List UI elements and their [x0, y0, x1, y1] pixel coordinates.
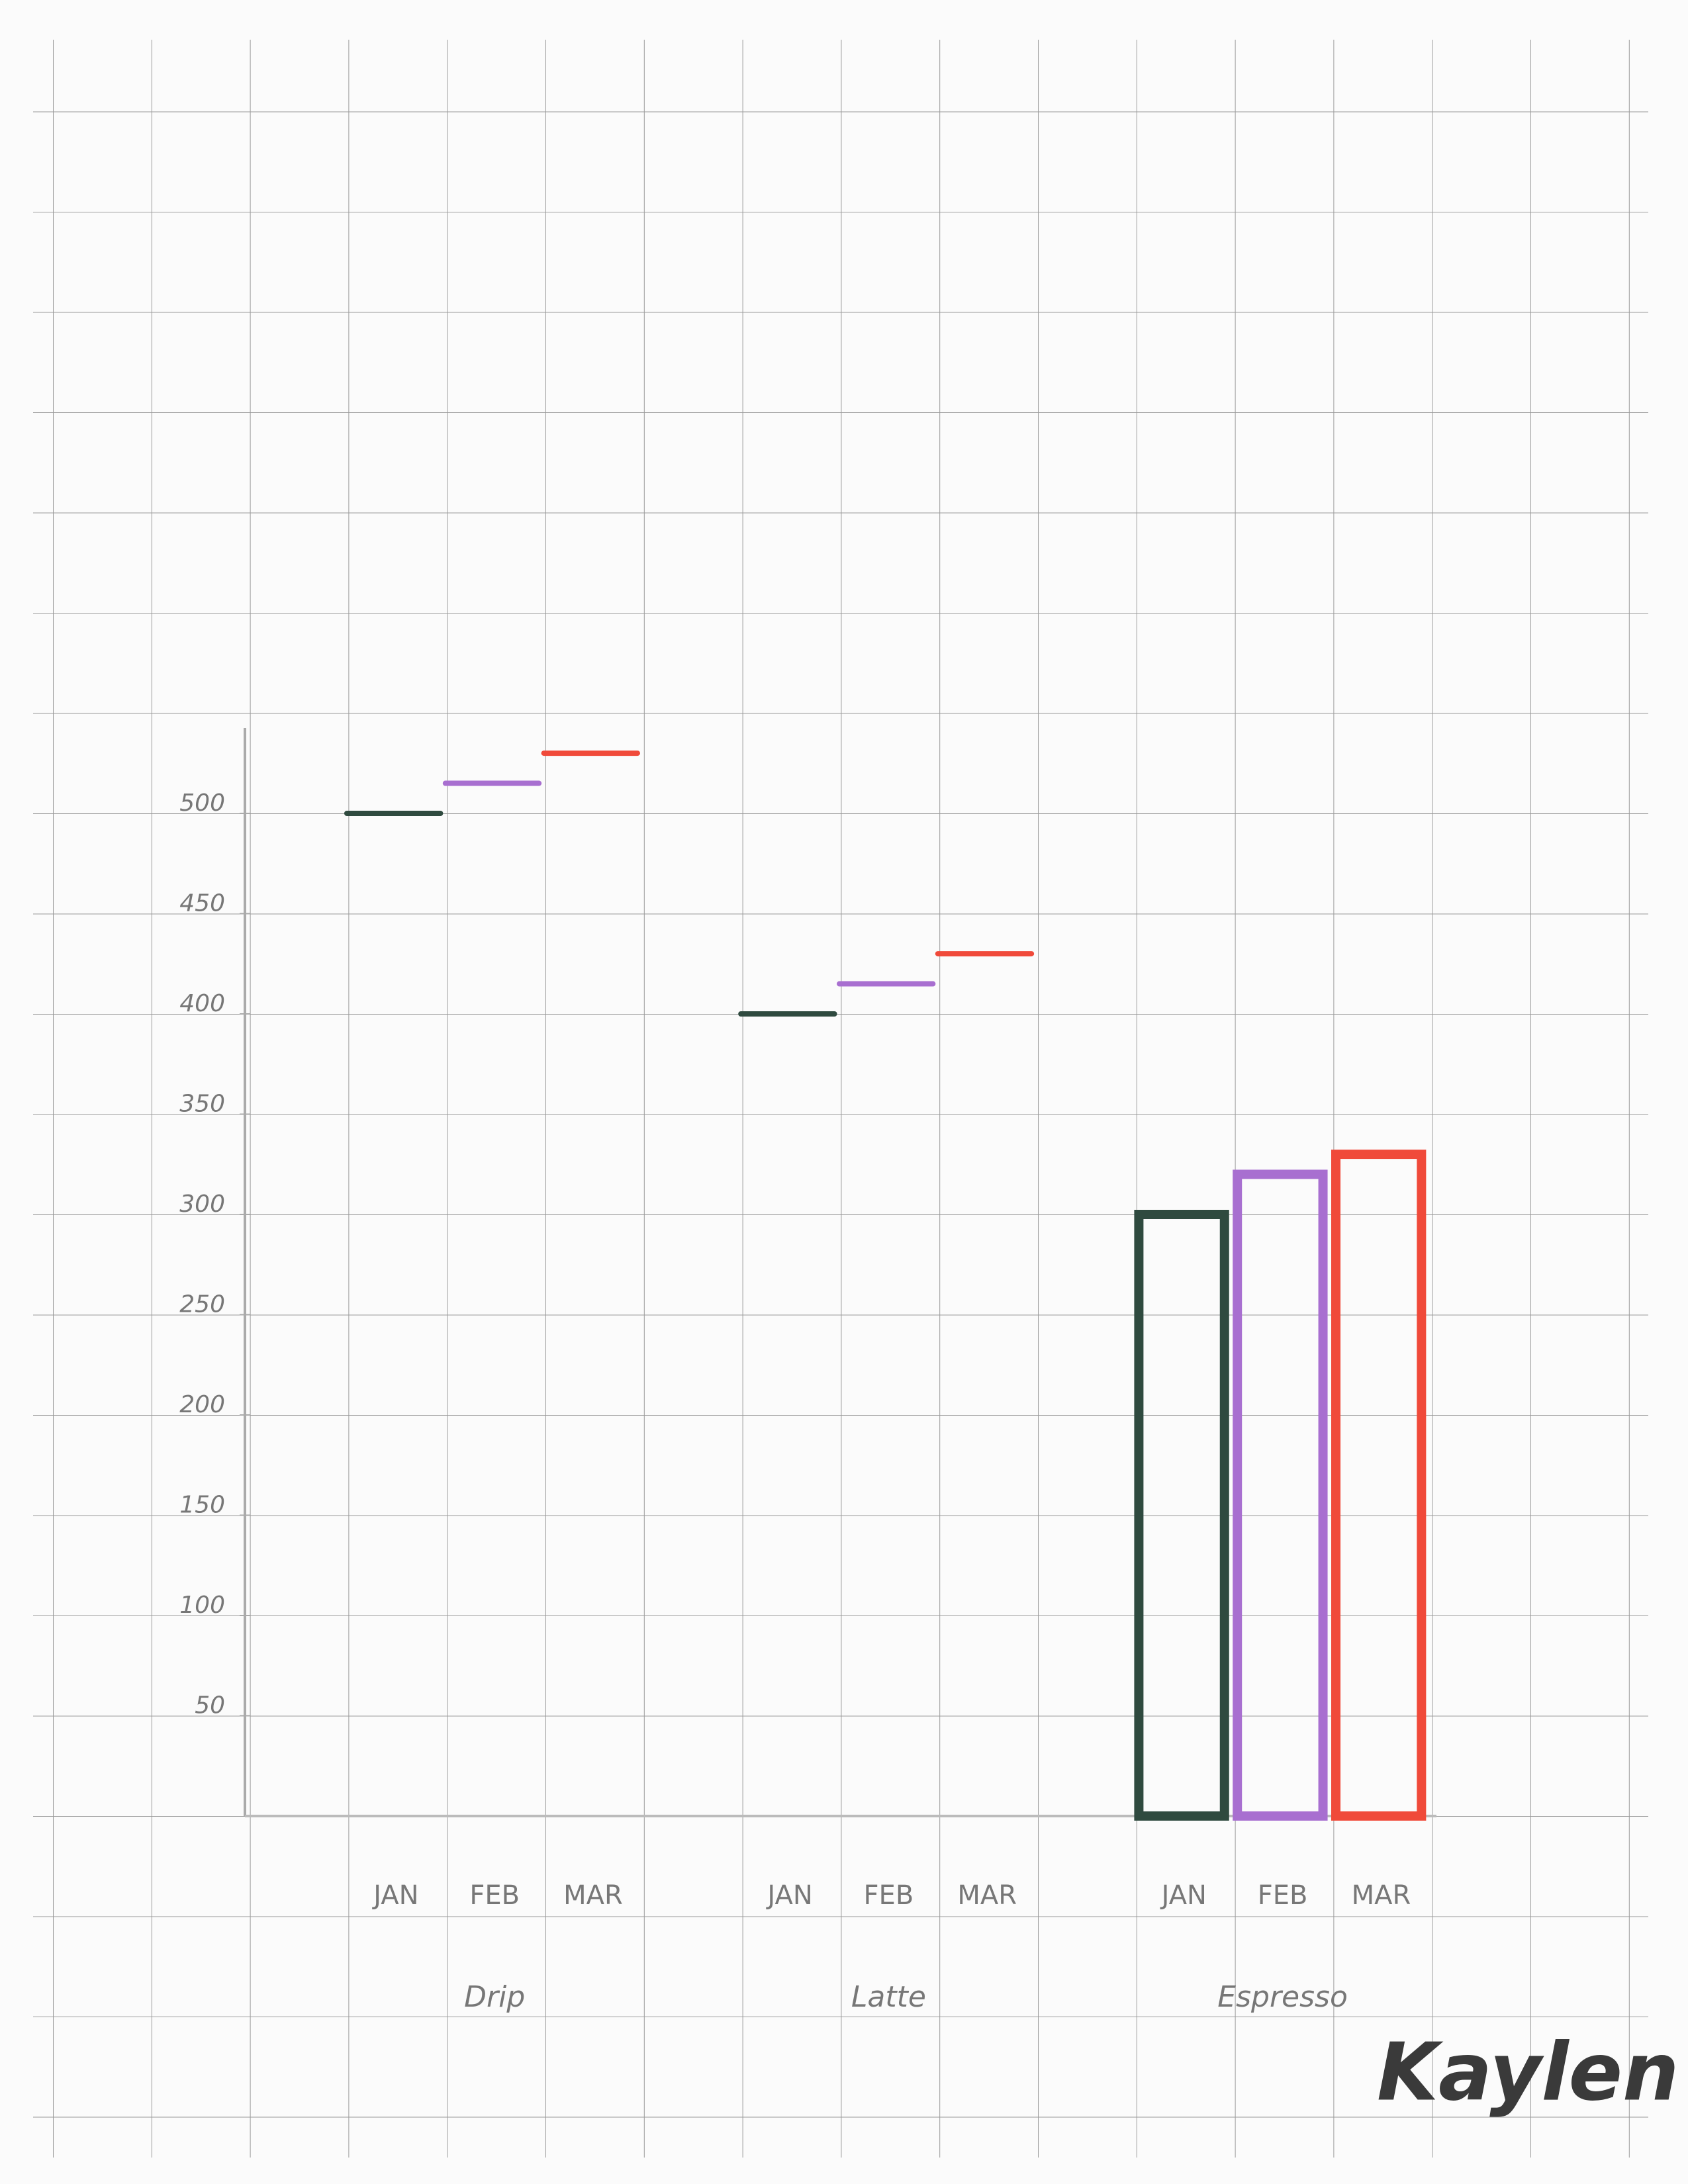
- y-tick-label: 450: [179, 890, 225, 917]
- month-label: MAR: [957, 1880, 1017, 1911]
- y-tick-label: 200: [179, 1391, 225, 1418]
- month-label: FEB: [469, 1880, 520, 1911]
- month-label: JAN: [1160, 1880, 1207, 1911]
- y-tick-label: 400: [179, 990, 225, 1017]
- y-tick-label: 50: [195, 1692, 225, 1719]
- month-label: JAN: [371, 1880, 418, 1911]
- bar: [1233, 1169, 1328, 1821]
- category-label: Latte: [851, 1980, 926, 2014]
- category-label: Espresso: [1217, 1980, 1348, 2014]
- month-label: MAR: [563, 1880, 623, 1911]
- y-tick-label: 350: [179, 1091, 225, 1118]
- y-tick-label: 500: [179, 790, 225, 817]
- y-tick-label: 100: [179, 1592, 225, 1619]
- y-tick-label: 150: [179, 1492, 225, 1519]
- bar: [1134, 1210, 1229, 1821]
- category-label: Drip: [464, 1980, 525, 2014]
- month-label: FEB: [864, 1880, 914, 1911]
- y-tick-label: 250: [179, 1291, 225, 1318]
- signature: Kaylen: [1377, 2027, 1679, 2119]
- month-label: MAR: [1352, 1880, 1411, 1911]
- y-tick-label: 300: [179, 1191, 225, 1218]
- month-label: FEB: [1258, 1880, 1308, 1911]
- graph-paper: [33, 40, 1648, 2158]
- bar: [1331, 1150, 1427, 1821]
- month-label: JAN: [765, 1880, 812, 1911]
